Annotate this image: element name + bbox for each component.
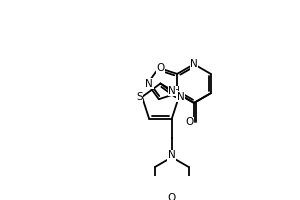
Text: N: N (145, 79, 153, 89)
Text: O: O (185, 117, 194, 127)
Text: O: O (157, 63, 165, 73)
Text: N: N (168, 150, 176, 160)
Text: N: N (190, 59, 198, 69)
Text: O: O (168, 193, 176, 200)
Text: H: H (172, 86, 179, 95)
Text: N: N (168, 86, 176, 96)
Text: N: N (177, 92, 184, 102)
Text: S: S (136, 92, 143, 102)
